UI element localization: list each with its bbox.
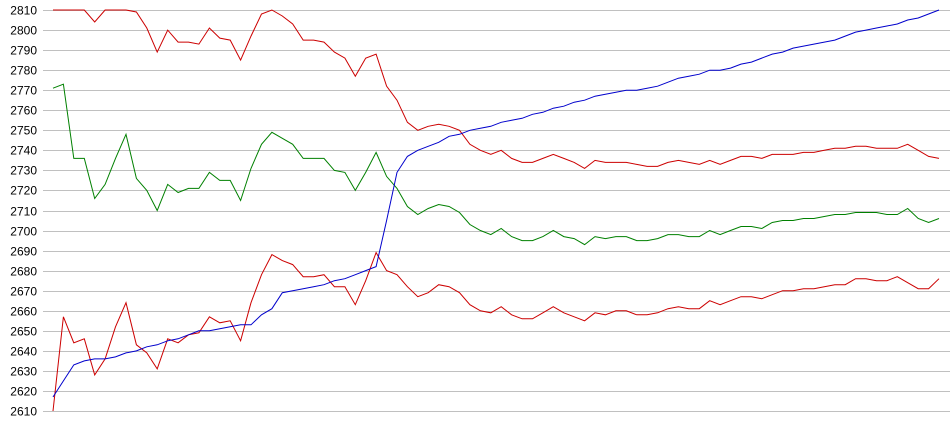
- series-line-0: [53, 9, 940, 170]
- y-tick-label: 2710: [10, 205, 37, 219]
- y-tick-label: 2620: [10, 385, 37, 399]
- y-tick-label: 2640: [10, 345, 37, 359]
- y-tick-label: 2690: [10, 245, 37, 259]
- y-tick-label: 2760: [10, 104, 37, 118]
- y-tick-label: 2700: [10, 225, 37, 239]
- y-axis-ticks: 2610 2620 2630 2640 2650 2660 2670 2680 2690 2700…: [10, 4, 37, 419]
- y-tick-label: 2680: [10, 265, 37, 279]
- y-tick-label: 2800: [10, 24, 37, 38]
- y-tick-label: 2720: [10, 184, 37, 198]
- y-tick-label: 2650: [10, 325, 37, 339]
- gridlines: [43, 10, 950, 412]
- y-tick-label: 2790: [10, 44, 37, 58]
- series-lines: [52, 9, 940, 412]
- y-tick-label: 2780: [10, 64, 37, 78]
- y-tick-label: 2740: [10, 144, 37, 158]
- y-tick-label: 2810: [10, 4, 37, 18]
- y-tick-label: 2660: [10, 305, 37, 319]
- y-tick-label: 2770: [10, 84, 37, 98]
- y-tick-label: 2670: [10, 285, 37, 299]
- y-tick-label: 2730: [10, 164, 37, 178]
- series-line-3: [52, 9, 940, 398]
- series-line-2: [52, 251, 940, 412]
- series-line-1: [52, 83, 940, 246]
- y-tick-label: 2630: [10, 365, 37, 379]
- y-tick-label: 2750: [10, 124, 37, 138]
- y-tick-label: 2610: [10, 405, 37, 419]
